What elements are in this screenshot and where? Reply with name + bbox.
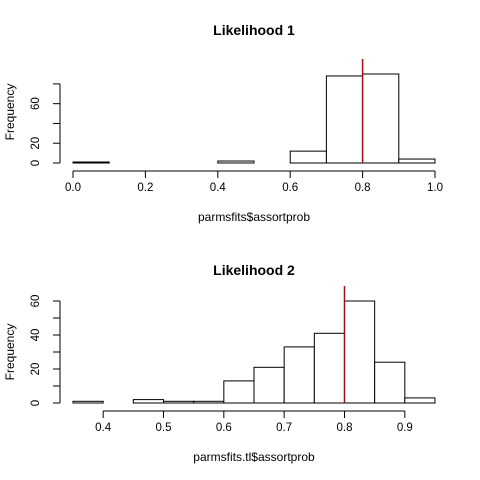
x-tick-label: 0.8 xyxy=(355,182,371,194)
x-tick-label: 0.2 xyxy=(137,182,153,194)
x-axis-label: parmsfits$assortprob xyxy=(198,210,310,224)
x-tick-label: 0.6 xyxy=(216,422,232,434)
x-tick-label: 0.5 xyxy=(156,422,172,434)
chart-title: Likelihood 2 xyxy=(213,262,295,278)
histogram-bar xyxy=(325,75,364,164)
histogram-bar xyxy=(362,73,400,164)
y-tick-label: 0 xyxy=(30,400,42,406)
histogram-bar xyxy=(193,400,225,404)
x-tick-label: 0.6 xyxy=(282,182,298,194)
y-tick-label: 40 xyxy=(30,329,42,342)
x-tick-label: 0.7 xyxy=(276,422,292,434)
histogram-bar xyxy=(289,150,327,164)
histogram-bar xyxy=(132,399,164,404)
y-tick-label: 60 xyxy=(30,97,42,110)
histogram-bar xyxy=(72,161,110,164)
histogram-bar xyxy=(253,366,285,404)
histogram-bar xyxy=(217,160,255,164)
x-tick-label: 0.4 xyxy=(210,182,227,194)
histogram-bar xyxy=(283,346,315,404)
y-tick-label: 20 xyxy=(30,137,42,150)
chart-title: Likelihood 1 xyxy=(213,22,295,38)
histogram-bar xyxy=(72,400,104,404)
histogram-bar xyxy=(404,397,436,404)
x-tick-label: 0.4 xyxy=(95,422,112,434)
histogram-likelihood-1: Likelihood 1 parmsfits$assortprob Freque… xyxy=(3,22,443,224)
x-tick-label: 0.0 xyxy=(65,182,81,194)
histogram-bar xyxy=(374,361,406,404)
x-tick-label: 1.0 xyxy=(427,182,443,194)
histogram-bar xyxy=(223,380,255,404)
histogram-bar xyxy=(398,158,436,164)
histogram-bar xyxy=(163,400,195,404)
histogram-bar xyxy=(344,300,376,404)
y-tick-label: 20 xyxy=(30,363,42,376)
x-tick-label: 0.9 xyxy=(397,422,413,434)
histogram-bar xyxy=(313,332,346,404)
histogram-likelihood-2: Likelihood 2 parmsfits.tl$assortprob Fre… xyxy=(3,262,436,464)
x-tick-label: 0.8 xyxy=(337,422,353,434)
y-axis-label: Frequency xyxy=(3,324,17,381)
y-axis-label: Frequency xyxy=(3,84,17,141)
y-tick-label: 60 xyxy=(30,295,42,308)
x-axis-label: parmsfits.tl$assortprob xyxy=(193,450,315,464)
y-tick-label: 0 xyxy=(30,160,42,166)
